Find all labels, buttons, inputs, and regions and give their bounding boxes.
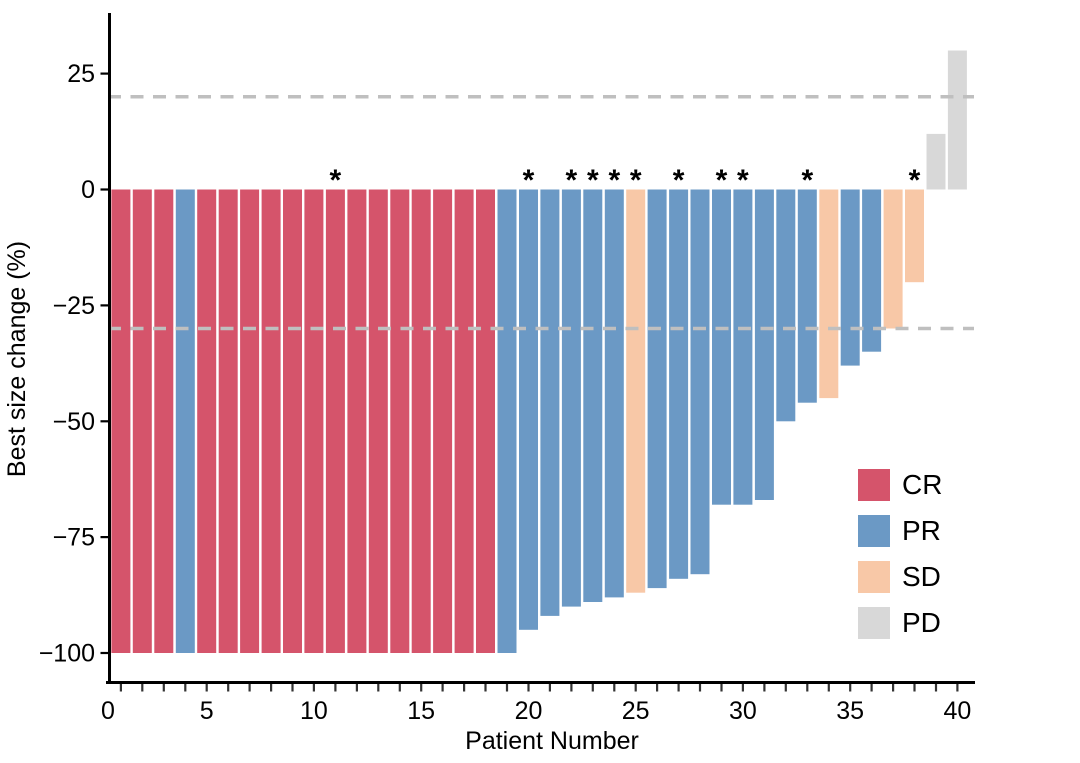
legend-swatch-CR [858, 469, 890, 501]
bar-patient-22 [561, 189, 581, 607]
x-tick-label-10: 10 [300, 697, 328, 725]
bar-patient-25 [626, 189, 646, 593]
bar-patient-6 [218, 189, 238, 653]
axes-layer: 25 0 −25 −50 −75 −100 0 5 10 15 20 25 30 35 40 [39, 13, 975, 725]
bar-patient-30 [733, 189, 753, 505]
bar-patient-29 [712, 189, 731, 505]
legend-label-CR: CR [902, 469, 942, 500]
bar-patient-40 [947, 50, 967, 190]
legend: CR PR SD PD [858, 469, 942, 639]
bar-patient-10 [304, 189, 324, 653]
bar-patient-26 [647, 189, 667, 589]
bar-patient-1 [111, 189, 131, 653]
y-tick-label--100: −100 [39, 640, 95, 668]
bar-patient-27 [669, 189, 689, 579]
bar-patient-14 [390, 189, 410, 653]
asterisk-patient-30: * [737, 164, 749, 197]
asterisk-patient-22: * [566, 164, 578, 197]
asterisk-patient-38: * [909, 164, 921, 197]
x-tick-label-35: 35 [836, 697, 864, 725]
x-tick-label-30: 30 [729, 697, 757, 725]
bar-patient-16 [433, 189, 453, 653]
bar-patient-11 [325, 189, 345, 653]
asterisk-patient-24: * [608, 164, 620, 197]
bar-patient-35 [840, 189, 860, 366]
bar-patient-2 [132, 189, 152, 653]
bar-patient-18 [476, 189, 495, 653]
bar-patient-28 [690, 189, 710, 575]
bar-patient-24 [604, 189, 624, 598]
bar-patient-39 [926, 133, 946, 190]
y-tick-label-25: 25 [67, 60, 95, 88]
bar-patient-36 [862, 189, 882, 352]
bar-patient-37 [883, 189, 903, 329]
asterisk-patient-20: * [523, 164, 535, 197]
legend-swatch-PR [858, 515, 890, 547]
y-tick-label-0: 0 [81, 176, 95, 204]
bar-patient-12 [347, 189, 367, 653]
bar-patient-31 [754, 189, 774, 500]
bar-patient-19 [497, 189, 517, 653]
asterisk-patient-11: * [330, 164, 342, 197]
x-tick-label-15: 15 [407, 697, 435, 725]
legend-label-SD: SD [902, 561, 941, 592]
bar-patient-32 [776, 189, 796, 422]
bar-patient-4 [175, 189, 195, 653]
x-axis-title: Patient Number [465, 727, 639, 755]
x-tick-label-40: 40 [943, 697, 971, 725]
legend-swatch-SD [858, 561, 890, 593]
bar-patient-20 [519, 189, 538, 630]
bar-patient-17 [454, 189, 474, 653]
asterisk-patient-25: * [630, 164, 642, 197]
bar-patient-34 [819, 189, 839, 399]
x-tick-label-20: 20 [515, 697, 543, 725]
asterisk-patient-33: * [801, 164, 813, 197]
x-tick-label-0: 0 [101, 697, 115, 725]
y-tick-label--75: −75 [53, 524, 95, 552]
bar-patient-21 [540, 189, 560, 616]
bar-patient-5 [197, 189, 217, 653]
bar-patient-8 [261, 189, 281, 653]
bar-patient-33 [797, 189, 817, 403]
x-tick-label-25: 25 [622, 697, 650, 725]
bar-patient-23 [583, 189, 603, 602]
reference-lines-layer [108, 95, 974, 331]
bar-patient-38 [905, 189, 924, 283]
asterisk-patient-23: * [587, 164, 599, 197]
legend-label-PR: PR [902, 515, 941, 546]
bar-patient-15 [411, 189, 431, 653]
y-tick-label--25: −25 [53, 292, 95, 320]
asterisk-patient-27: * [673, 164, 685, 197]
y-axis-title: Best size change (%) [3, 241, 31, 477]
bars-layer [111, 50, 967, 653]
bar-patient-3 [154, 189, 174, 653]
bar-patient-7 [240, 189, 260, 653]
y-tick-label--50: −50 [53, 408, 95, 436]
legend-label-PD: PD [902, 607, 941, 638]
bar-patient-13 [368, 189, 388, 653]
x-tick-label-5: 5 [200, 697, 214, 725]
legend-swatch-PD [858, 607, 890, 639]
bar-patient-9 [283, 189, 302, 653]
asterisk-patient-29: * [716, 164, 728, 197]
asterisks-layer: * * * * * * * * * * * [330, 164, 921, 197]
